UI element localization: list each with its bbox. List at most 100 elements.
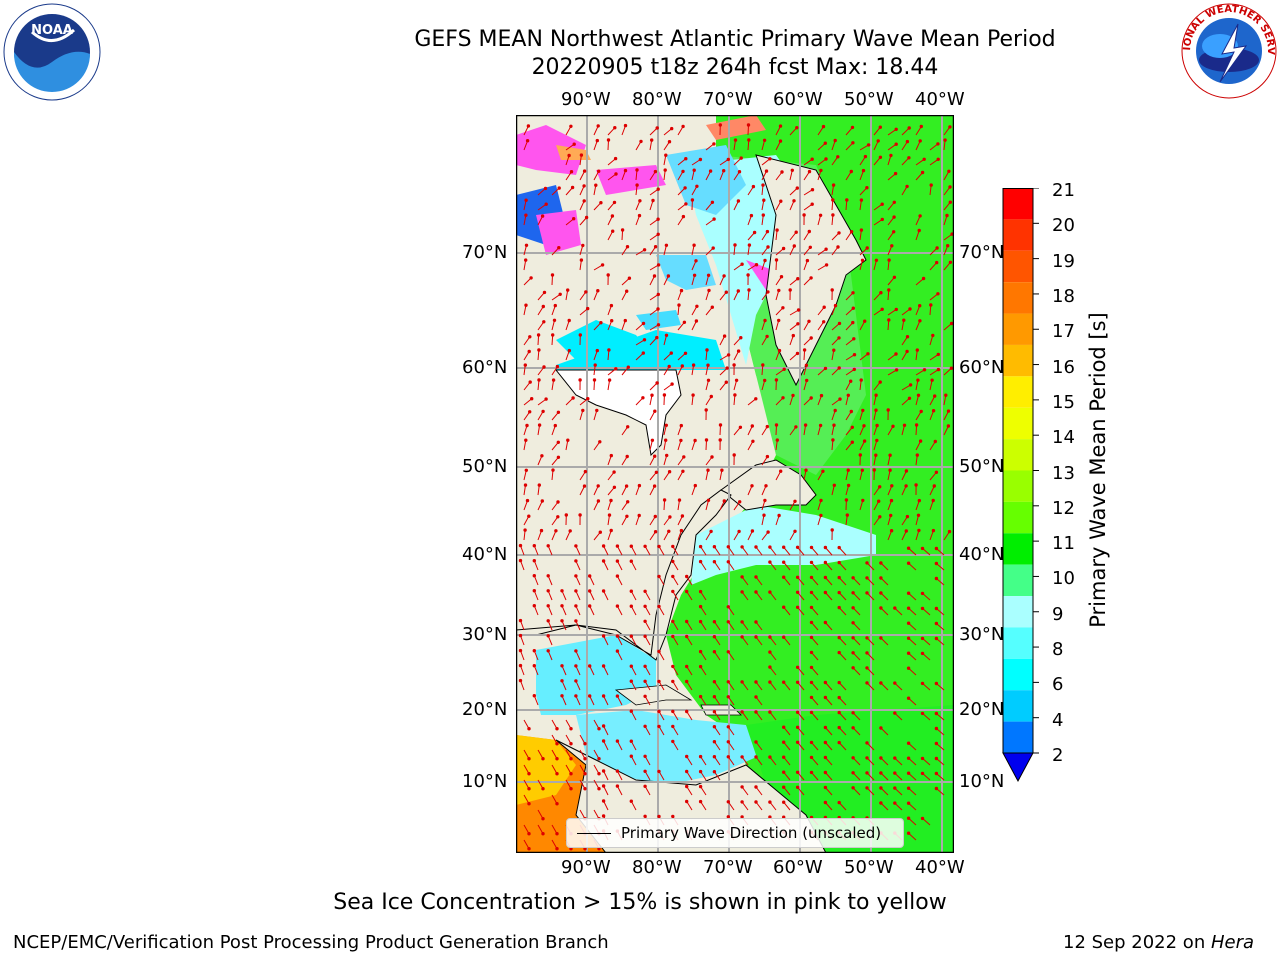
wave-arrow-head xyxy=(775,228,779,232)
wave-arrow-head xyxy=(671,574,675,579)
wave-arrow-head xyxy=(810,202,814,206)
wave-arrow-head xyxy=(524,258,528,262)
wave-arrow-head xyxy=(542,290,547,295)
wave-arrow-head xyxy=(916,393,921,397)
wave-arrow-head xyxy=(555,364,560,369)
wave-arrow-head xyxy=(805,378,809,383)
wave-arrow-head xyxy=(679,528,684,533)
wave-arrow-head xyxy=(795,740,800,744)
wave-arrow-head xyxy=(832,423,836,427)
wave-arrow-head xyxy=(765,454,770,459)
wave-arrow-head xyxy=(778,124,783,128)
wave-arrow-head xyxy=(949,321,954,326)
wave-arrow-head xyxy=(629,544,634,548)
wave-arrow-head xyxy=(762,198,766,202)
wave-arrow-head xyxy=(920,756,925,761)
wave-arrow-head xyxy=(583,772,587,776)
wave-arrow-head xyxy=(555,772,559,776)
wave-arrow-head xyxy=(569,742,573,746)
wave-arrow-head xyxy=(574,679,578,683)
wave-arrow-head xyxy=(518,648,523,653)
wave-arrow-head xyxy=(637,213,642,218)
wave-arrow-head xyxy=(740,545,744,549)
wave-arrow-head xyxy=(809,740,814,745)
wave-arrow-head xyxy=(768,650,772,654)
wave-arrow-head xyxy=(766,290,770,294)
wave-arrow-head xyxy=(754,575,758,579)
wave-arrow-head xyxy=(539,528,544,533)
wave-arrow-head xyxy=(597,169,601,173)
wave-arrow-head xyxy=(643,544,647,548)
wave-arrow-head xyxy=(879,576,883,580)
wave-arrow-head xyxy=(527,847,531,851)
wave-arrow-head xyxy=(527,349,531,354)
wave-arrow-head xyxy=(836,245,840,249)
wave-arrow-head xyxy=(527,787,531,791)
wave-arrow-head xyxy=(657,649,661,654)
wave-arrow-head xyxy=(540,454,544,458)
wave-arrow-head xyxy=(553,423,557,428)
wave-arrow-head xyxy=(657,814,661,819)
wave-arrow-head xyxy=(698,694,703,699)
wave-arrow-head xyxy=(642,248,647,252)
wave-arrow-head xyxy=(844,498,849,502)
wave-arrow-head xyxy=(754,620,758,624)
wave-arrow-head xyxy=(821,469,825,473)
wave-arrow-head xyxy=(685,754,689,759)
wave-arrow-head xyxy=(650,393,654,397)
wave-arrow-head xyxy=(685,664,689,669)
colorbar-tick-label: 14 xyxy=(1052,427,1075,449)
wave-arrow-head xyxy=(851,576,855,580)
wave-arrow-head xyxy=(747,138,751,142)
wave-arrow-head xyxy=(518,633,523,638)
wave-arrow-head xyxy=(613,156,618,161)
wave-arrow-head xyxy=(586,397,590,401)
wave-arrow-head xyxy=(732,363,736,367)
wave-arrow-head xyxy=(947,529,952,534)
wave-arrow-head xyxy=(583,787,587,791)
lat-label-left-10n: 10°N xyxy=(462,771,508,792)
wave-arrow-head xyxy=(524,243,529,248)
wave-arrow-head xyxy=(557,186,561,190)
wave-arrow-head xyxy=(600,263,605,267)
wave-arrow-head xyxy=(588,604,592,608)
wave-arrow-head xyxy=(527,832,531,836)
wave-arrow-head xyxy=(667,470,672,474)
wave-arrow-head xyxy=(851,726,855,730)
wave-arrow-head xyxy=(754,263,759,267)
colorbar-tick-label: 2 xyxy=(1052,745,1064,766)
wave-arrow-head xyxy=(837,695,841,700)
wave-arrow-head xyxy=(722,499,727,503)
wave-arrow-head xyxy=(680,514,685,518)
wave-arrow-head xyxy=(890,244,894,248)
wave-arrow-head xyxy=(865,561,869,565)
wave-arrow-head xyxy=(671,724,675,729)
wave-arrow-head xyxy=(922,368,927,372)
wave-arrow-head xyxy=(609,303,614,308)
wave-arrow-head xyxy=(592,378,597,382)
wave-arrow-head xyxy=(782,785,786,789)
wave-arrow-head xyxy=(726,353,731,357)
wave-arrow-head xyxy=(851,306,855,310)
wave-arrow-head xyxy=(851,621,855,625)
wave-arrow-head xyxy=(680,364,685,368)
wave-arrow-head xyxy=(905,514,910,519)
wave-arrow-head xyxy=(914,483,918,487)
wave-arrow-head xyxy=(837,680,841,685)
lat-label-left-40n: 40°N xyxy=(462,544,508,565)
colorbar-tick-label: 8 xyxy=(1052,639,1064,661)
wave-arrow-head xyxy=(929,303,933,307)
wave-arrow-head xyxy=(887,288,891,292)
wave-arrow-head xyxy=(609,528,613,533)
wave-arrow-head xyxy=(837,231,841,235)
wave-arrow-head xyxy=(879,801,883,805)
wave-arrow-head xyxy=(586,306,590,311)
wave-arrow-head xyxy=(809,695,814,700)
wave-arrow-head xyxy=(893,681,897,685)
wave-arrow-head xyxy=(859,228,864,232)
wave-arrow-head xyxy=(523,528,527,532)
wave-arrow-head xyxy=(564,513,568,517)
wave-arrow-head xyxy=(929,183,933,187)
wave-arrow-head xyxy=(889,513,893,518)
wave-arrow-head xyxy=(782,605,786,609)
